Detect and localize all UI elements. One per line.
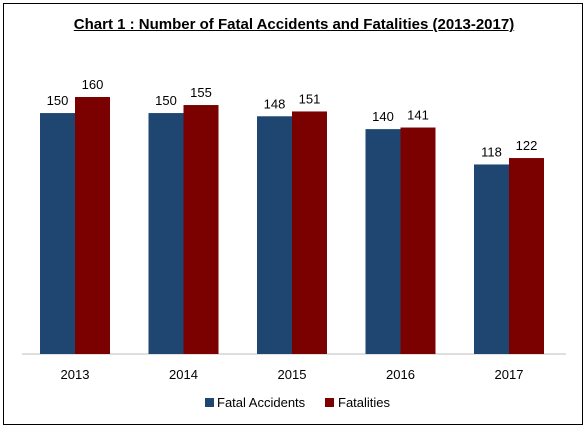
bar-fatal-accidents-2013 xyxy=(40,113,75,354)
bar-fatal-accidents-2015 xyxy=(257,116,292,355)
bar-fatalities-2017 xyxy=(509,158,544,354)
data-label-fatal-accidents-2015: 148 xyxy=(264,96,286,111)
data-label-fatal-accidents-2016: 140 xyxy=(372,109,394,124)
data-label-fatalities-2013: 160 xyxy=(82,77,104,92)
legend-label-fatal-accidents: Fatal Accidents xyxy=(217,395,306,410)
bar-fatalities-2014 xyxy=(183,105,219,354)
data-label-fatal-accidents-2017: 118 xyxy=(481,144,502,159)
x-tick-label-2017: 2017 xyxy=(495,367,524,382)
bar-fatalities-2013 xyxy=(75,97,110,354)
data-label-fatalities-2017: 122 xyxy=(516,138,538,153)
data-label-fatalities-2016: 141 xyxy=(407,108,429,123)
legend-swatch-fatalities xyxy=(325,398,334,407)
bar-fatalities-2016 xyxy=(400,127,436,354)
data-label-fatal-accidents-2014: 150 xyxy=(155,93,177,108)
data-label-fatalities-2015: 151 xyxy=(299,91,321,106)
x-tick-label-2015: 2015 xyxy=(278,367,307,382)
bar-fatal-accidents-2014 xyxy=(148,113,184,354)
legend-label-fatalities: Fatalities xyxy=(338,395,391,410)
bar-fatal-accidents-2017 xyxy=(474,164,509,354)
x-tick-label-2016: 2016 xyxy=(386,367,415,382)
data-label-fatalities-2014: 155 xyxy=(190,85,212,100)
legend-swatch-fatal-accidents xyxy=(205,398,214,407)
x-tick-label-2014: 2014 xyxy=(169,367,198,382)
bar-fatal-accidents-2016 xyxy=(365,129,401,354)
data-label-fatal-accidents-2013: 150 xyxy=(47,93,69,108)
bar-fatalities-2015 xyxy=(292,111,327,354)
chart-title: Chart 1 : Number of Fatal Accidents and … xyxy=(73,16,515,33)
x-tick-label-2013: 2013 xyxy=(61,367,90,382)
